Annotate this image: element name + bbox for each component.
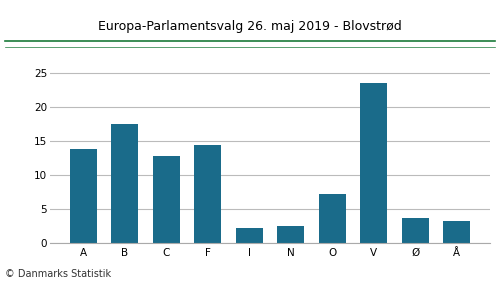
Bar: [70, 149, 97, 243]
Text: © Danmarks Statistik: © Danmarks Statistik: [5, 269, 111, 279]
Bar: [194, 145, 222, 243]
Bar: [360, 83, 387, 243]
Bar: [318, 194, 345, 243]
Bar: [236, 228, 262, 243]
Bar: [402, 218, 428, 243]
Bar: [278, 226, 304, 243]
Bar: [443, 221, 470, 243]
Bar: [153, 156, 180, 243]
Bar: [112, 124, 138, 243]
Text: Europa-Parlamentsvalg 26. maj 2019 - Blovstrød: Europa-Parlamentsvalg 26. maj 2019 - Blo…: [98, 20, 402, 33]
